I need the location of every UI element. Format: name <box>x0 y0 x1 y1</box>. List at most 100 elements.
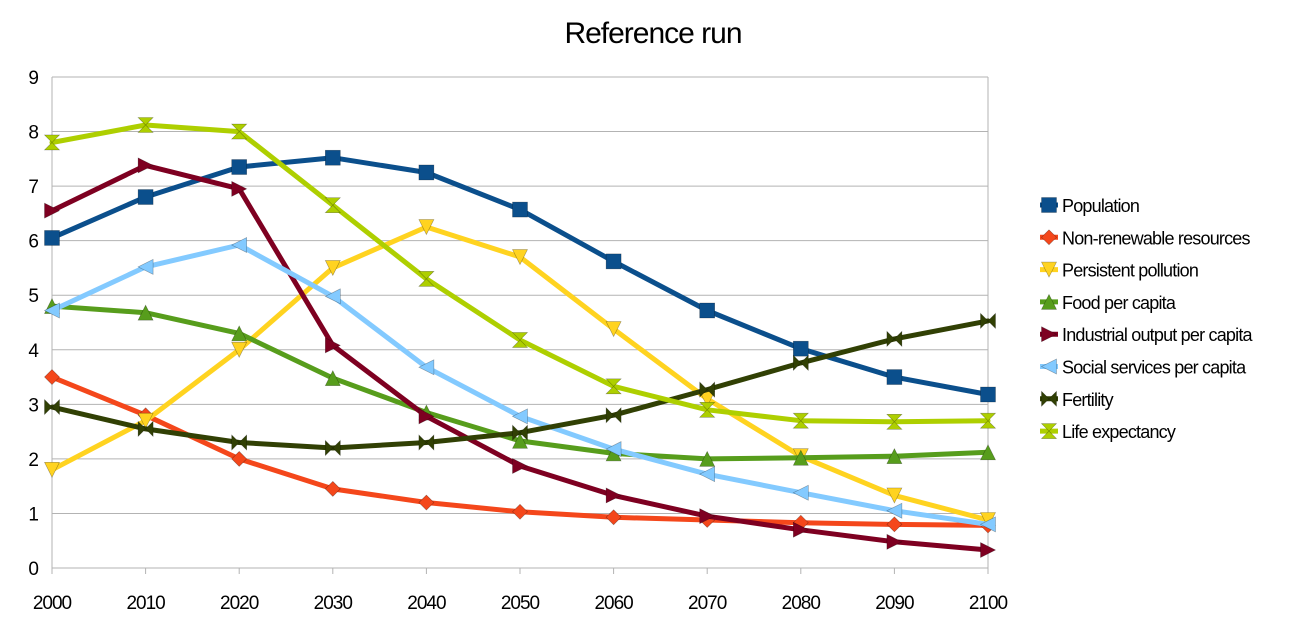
legend-item-fertility: Fertility <box>1040 390 1114 410</box>
data-point-persistent-pollution <box>324 260 341 277</box>
legend-marker <box>1041 390 1057 408</box>
data-point-social-services-per-capita <box>324 288 341 305</box>
legend-item-industrial-output-per-capita: Industrial output per capita <box>1040 325 1254 345</box>
data-point-life-expectancy <box>792 412 810 429</box>
data-point-food-per-capita <box>137 304 154 321</box>
series-line-persistent-pollution <box>49 224 991 523</box>
data-point-social-services-per-capita <box>792 484 809 501</box>
data-point-persistent-pollution <box>605 321 622 338</box>
legend-label: Social services per capita <box>1062 358 1247 378</box>
data-point-population <box>512 201 528 218</box>
data-point-fertility <box>699 381 716 398</box>
data-point-life-expectancy <box>324 197 342 214</box>
data-point-life-expectancy <box>605 378 622 395</box>
x-tick-label: 2000 <box>33 593 72 614</box>
data-point-non-renewable-resources <box>512 503 528 520</box>
legend-item-social-services-per-capita: Social services per capita <box>1040 358 1248 378</box>
data-point-fertility <box>231 434 247 451</box>
data-point-fertility <box>44 398 60 416</box>
data-point-life-expectancy <box>698 401 716 418</box>
x-tick-label: 2050 <box>501 593 540 614</box>
data-point-food-per-capita <box>980 444 996 461</box>
data-point-social-services-per-capita <box>43 302 60 319</box>
chart-title: Reference run <box>564 17 741 50</box>
y-tick-label: 3 <box>28 395 38 416</box>
data-point-fertility <box>980 312 996 330</box>
data-point-industrial-output-per-capita <box>605 487 622 504</box>
data-point-industrial-output-per-capita <box>699 508 716 525</box>
data-point-food-per-capita <box>231 325 248 342</box>
legend-marker <box>1041 197 1057 213</box>
legend-marker <box>1041 326 1058 343</box>
data-point-non-renewable-resources <box>605 509 622 526</box>
data-point-population <box>324 149 341 166</box>
data-point-life-expectancy <box>418 271 435 287</box>
legend-marker <box>1041 229 1057 246</box>
data-point-social-services-per-capita <box>511 408 528 425</box>
data-point-fertility <box>324 439 341 457</box>
data-point-social-services-per-capita <box>886 502 903 519</box>
data-point-population <box>980 386 996 403</box>
data-point-social-services-per-capita <box>699 466 716 483</box>
series-industrial-output-per-capita <box>44 157 997 558</box>
legend-marker <box>1041 293 1057 310</box>
x-tick-label: 2060 <box>594 593 633 614</box>
series-population <box>44 149 996 403</box>
data-point-industrial-output-per-capita <box>324 337 341 354</box>
legend-item-population: Population <box>1040 196 1140 216</box>
x-tick-label: 2080 <box>782 593 821 614</box>
data-point-population <box>137 189 154 205</box>
series-lines <box>43 117 997 558</box>
axes: 0 1 2 3 4 5 6 7 8 9 2000 2010 2020 2030 2040 2050 2060 20… <box>28 68 1008 614</box>
legend-label: Life expectancy <box>1062 422 1176 442</box>
data-point-food-per-capita <box>324 369 341 386</box>
data-point-population <box>699 302 716 319</box>
y-tick-label: 7 <box>28 177 38 198</box>
legend-label: Industrial output per capita <box>1062 325 1254 345</box>
legend-item-food-per-capita: Food per capita <box>1040 293 1178 313</box>
legend-item-non-renewable-resources: Non-renewable resources <box>1040 228 1251 248</box>
data-point-non-renewable-resources <box>324 480 341 497</box>
data-point-persistent-pollution <box>231 341 248 358</box>
data-point-life-expectancy <box>230 123 248 140</box>
data-point-food-per-capita <box>699 450 716 467</box>
data-point-fertility <box>605 407 622 424</box>
y-tick-label: 1 <box>28 504 38 525</box>
legend-label: Persistent pollution <box>1062 261 1198 281</box>
data-point-social-services-per-capita <box>979 516 996 533</box>
gridlines <box>52 76 988 569</box>
data-point-persistent-pollution <box>418 219 435 236</box>
data-point-fertility <box>512 424 528 441</box>
series-line-life-expectancy <box>49 122 991 425</box>
data-point-industrial-output-per-capita <box>231 180 248 197</box>
data-point-life-expectancy <box>886 413 903 430</box>
data-point-persistent-pollution <box>512 249 528 266</box>
data-point-social-services-per-capita <box>231 237 247 254</box>
data-point-social-services-per-capita <box>418 359 435 376</box>
data-point-non-renewable-resources <box>886 516 903 533</box>
data-point-life-expectancy <box>979 412 997 429</box>
data-point-persistent-pollution <box>44 461 60 478</box>
data-point-industrial-output-per-capita <box>512 457 529 474</box>
y-tick-label: 9 <box>28 68 38 89</box>
series-non-renewable-resources <box>44 369 996 534</box>
data-point-fertility <box>792 354 809 372</box>
x-tick-label: 2020 <box>220 593 259 614</box>
data-point-fertility <box>137 420 154 438</box>
data-point-social-services-per-capita <box>137 258 154 275</box>
data-point-food-per-capita <box>886 447 903 464</box>
data-point-population <box>44 230 60 246</box>
data-point-population <box>418 164 435 181</box>
y-tick-label: 4 <box>28 341 39 362</box>
data-point-life-expectancy <box>43 134 61 151</box>
data-point-industrial-output-per-capita <box>792 521 809 538</box>
data-point-industrial-output-per-capita <box>418 408 435 425</box>
y-tick-label: 5 <box>28 286 38 307</box>
legend-marker <box>1041 261 1057 278</box>
x-tick-label: 2030 <box>314 593 353 614</box>
y-tick-label: 8 <box>28 123 38 144</box>
data-point-industrial-output-per-capita <box>44 202 61 219</box>
x-tick-label: 2100 <box>969 593 1008 614</box>
